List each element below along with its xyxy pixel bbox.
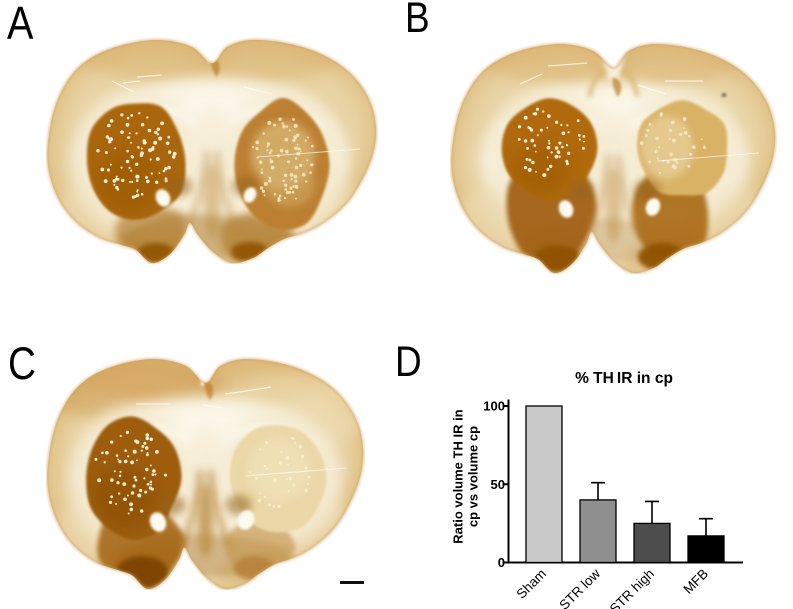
svg-text:0: 0 <box>498 555 505 570</box>
svg-text:STR high: STR high <box>607 566 657 609</box>
svg-text:MFB: MFB <box>680 566 711 597</box>
svg-text:STR low: STR low <box>556 566 603 609</box>
svg-text:Sham: Sham <box>514 566 550 602</box>
svg-text:50: 50 <box>491 477 505 492</box>
svg-text:100: 100 <box>483 399 505 414</box>
